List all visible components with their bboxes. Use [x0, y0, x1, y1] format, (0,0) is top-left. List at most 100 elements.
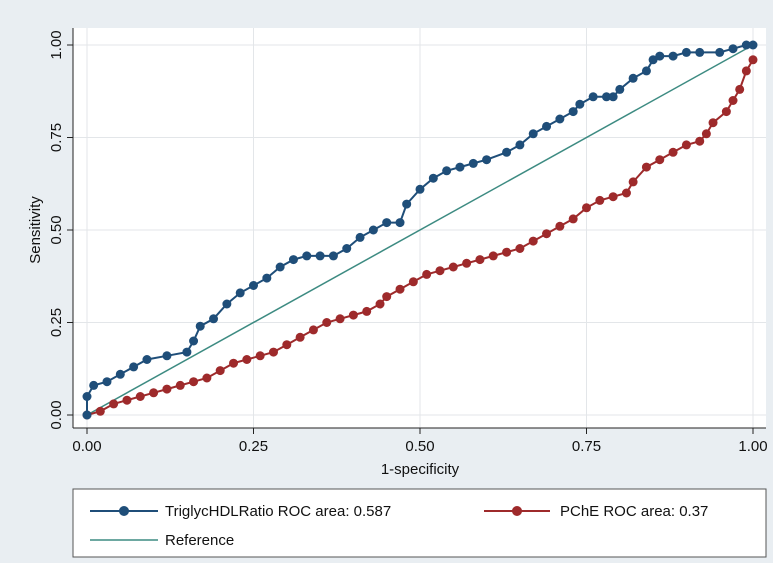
- series-1-point: [621, 188, 631, 198]
- series-0-point: [528, 129, 538, 139]
- series-0-point: [129, 362, 139, 372]
- series-1-point: [382, 292, 392, 302]
- series-0-point: [395, 218, 405, 228]
- legend-marker-triglyc: [119, 506, 129, 516]
- series-0-point: [502, 147, 512, 157]
- series-0-point: [668, 51, 678, 61]
- series-1-point: [295, 332, 305, 342]
- legend-item-triglyc: TriglycHDLRatio ROC area: 0.587: [90, 503, 391, 520]
- x-tick-label: 1.00: [738, 438, 767, 455]
- y-tick-label: 1.00: [48, 30, 65, 59]
- y-tick-label: 0.75: [48, 123, 65, 152]
- series-0-point: [89, 380, 99, 390]
- series-1-point: [488, 251, 498, 261]
- x-tick-label: 0.25: [239, 438, 268, 455]
- series-1-point: [422, 269, 432, 279]
- series-1-point: [748, 55, 758, 65]
- series-0-point: [142, 355, 152, 364]
- series-1-point: [701, 129, 711, 139]
- series-1-point: [728, 96, 738, 105]
- series-1-point: [735, 84, 745, 94]
- series-1-point: [515, 244, 525, 253]
- series-0-point: [162, 351, 172, 361]
- legend-label-triglyc: TriglycHDLRatio ROC area: 0.587: [165, 503, 391, 520]
- y-tick-label: 0.00: [48, 400, 65, 429]
- series-1-point: [395, 284, 405, 294]
- series-0-point: [302, 251, 312, 261]
- series-0-point: [608, 92, 618, 102]
- series-0-point: [542, 121, 552, 131]
- series-0-point: [442, 166, 452, 176]
- series-0-point: [368, 225, 378, 235]
- series-0-point: [102, 377, 112, 387]
- legend-marker-pche: [512, 506, 522, 516]
- series-1-point: [668, 147, 678, 157]
- series-1-point: [348, 310, 358, 320]
- legend: TriglycHDLRatio ROC area: 0.587 PChE ROC…: [72, 488, 767, 558]
- series-1-point: [555, 221, 565, 231]
- x-tick-label: 0.75: [572, 438, 601, 455]
- series-1-point: [322, 318, 332, 327]
- series-0-point: [601, 92, 611, 102]
- series-1-point: [502, 247, 512, 257]
- legend-box: [72, 488, 767, 558]
- series-layer: [82, 40, 758, 420]
- series-0-point: [189, 336, 199, 346]
- series-1-point: [229, 358, 239, 368]
- series-1-point: [109, 399, 119, 409]
- legend-item-pche: PChE ROC area: 0.37: [484, 503, 708, 520]
- series-1-point: [175, 380, 185, 390]
- series-1-point: [681, 140, 691, 150]
- series-1-point: [255, 351, 265, 361]
- series-0-point: [402, 199, 412, 209]
- series-0-point: [222, 299, 232, 309]
- axes: [67, 28, 766, 434]
- series-0-point: [568, 107, 578, 117]
- series-1-point: [721, 107, 731, 117]
- series-0-point: [82, 410, 92, 420]
- series-1-point: [628, 177, 638, 187]
- series-0-point: [209, 314, 219, 324]
- series-0-point: [115, 369, 125, 379]
- series-0-point: [275, 262, 285, 272]
- series-1-point: [435, 266, 445, 276]
- series-0-point: [615, 84, 625, 94]
- series-1-point: [308, 325, 318, 335]
- series-0-point: [482, 155, 492, 165]
- tick-labels: 0.00 0.25 0.50 0.75 1.00 0.00 0.25 0.50 0.75 1.00: [48, 30, 768, 455]
- series-1-point: [408, 277, 418, 287]
- series-0-point: [515, 140, 525, 150]
- series-1-point: [95, 406, 105, 416]
- series-0-point: [628, 73, 638, 83]
- series-0-point: [82, 392, 92, 401]
- series-1-point: [375, 299, 385, 309]
- series-line-2: [86, 44, 754, 416]
- series-0-point: [588, 92, 598, 102]
- series-0-point: [748, 40, 758, 50]
- series-0-point: [315, 251, 325, 261]
- series-1-point: [708, 118, 718, 128]
- series-0-point: [195, 321, 205, 331]
- series-0-point: [468, 158, 478, 168]
- series-1-point: [215, 366, 225, 376]
- series-0-point: [555, 114, 565, 124]
- series-1-point: [149, 388, 159, 398]
- series-1-point: [162, 384, 172, 394]
- series-0-point: [575, 99, 585, 109]
- series-1-point: [335, 314, 345, 324]
- series-1-point: [608, 192, 618, 202]
- series-1-point: [122, 395, 132, 405]
- series-0-point: [249, 281, 258, 290]
- series-0-point: [681, 47, 691, 57]
- series-0-point: [262, 273, 272, 283]
- series-0-point: [715, 47, 725, 57]
- series-1-point: [475, 255, 485, 265]
- series-1-point: [582, 203, 591, 213]
- series-1-point: [282, 340, 292, 350]
- series-0-point: [695, 47, 705, 57]
- y-axis-title: Sensitivity: [27, 196, 44, 264]
- series-0-point: [382, 218, 392, 228]
- y-tick-label: 0.50: [48, 215, 65, 244]
- legend-label-pche: PChE ROC area: 0.37: [560, 503, 708, 520]
